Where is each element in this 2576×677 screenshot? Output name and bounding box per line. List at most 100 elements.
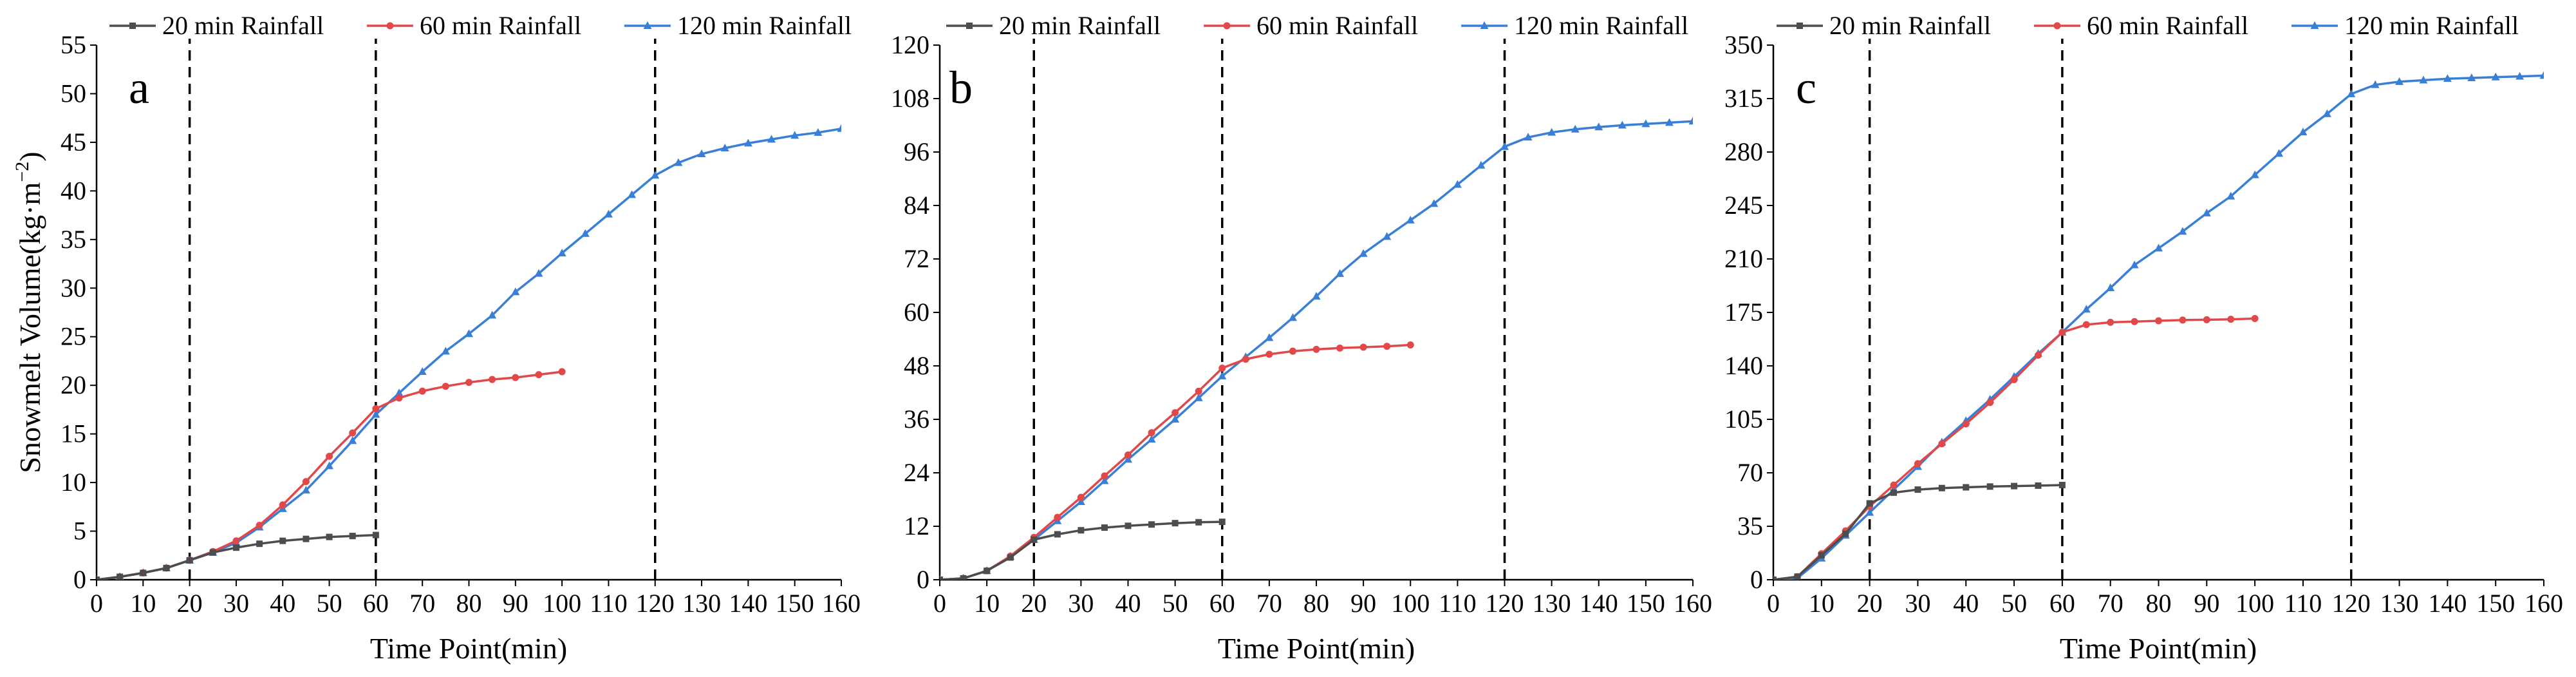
x-tick-label-c: 20 [1857,589,1883,618]
data-point-s20-b [1171,520,1179,527]
series-s120-a [97,124,841,580]
x-tick-label-c: 110 [2284,589,2322,618]
series-s120-c [1773,71,2544,580]
series-line-s120-a [97,128,841,580]
x-tick-label-b: 150 [1627,589,1665,618]
x-tick-label-c: 150 [2476,589,2515,618]
x-tick-label-b: 80 [1303,589,1329,618]
data-point-s60-b [1312,345,1320,353]
data-point-s120-b [1336,269,1345,277]
legend-marker-s20 [1797,23,1803,29]
data-point-s60-c [2179,316,2187,324]
data-point-s20-c [1890,489,1898,496]
x-tick-label-b: 60 [1209,589,1235,618]
x-tick-label-a: 0 [90,589,103,618]
x-tick-label-c: 90 [2194,589,2219,618]
data-point-s120-c [2371,80,2380,88]
x-tick-label-b: 140 [1580,589,1618,618]
x-tick-label-a: 40 [270,589,295,618]
data-point-s120-b [1171,415,1180,423]
legend-label-s20: 20 min Rainfall [1829,11,1991,40]
y-tick-label-b: 60 [904,298,929,327]
data-point-s60-a [465,379,472,386]
data-point-s120-a [511,287,520,296]
legend-label-s120: 120 min Rainfall [677,11,852,40]
data-point-s120-b [1571,124,1580,133]
data-point-s120-c [2299,128,2308,136]
x-tick-label-a: 130 [682,589,721,618]
data-point-s120-a [395,388,404,397]
y-tick-label-c: 350 [1724,30,1763,59]
data-point-s120-b [1500,142,1509,150]
data-point-s60-b [1359,343,1367,351]
y-tick-label-c: 210 [1724,244,1763,273]
x-tick-label-b: 100 [1391,589,1430,618]
data-point-s60-b [1265,350,1273,358]
y-tick-label-b: 96 [904,137,929,166]
panel-b: b Time Point(min) 0 10 20 30 40 50 60 70 80 90 100… [891,11,1712,665]
legend-item-s120-a: 120 min Rainfall [624,11,852,40]
data-point-s60-b [1101,472,1108,480]
x-tick-label-c: 160 [2525,589,2563,618]
data-point-s60-a [372,405,380,412]
x-tick-label-a: 30 [223,589,249,618]
data-point-s120-c [2395,77,2404,85]
legend-marker-s120 [1480,21,1489,29]
y-tick-label-b: 36 [904,405,929,434]
data-point-s120-a [371,410,380,418]
data-point-s120-b [1194,393,1203,401]
data-point-s120-b [1524,133,1533,141]
data-point-s120-b [1383,232,1392,240]
data-point-s20-a [326,533,333,540]
legend-marker-s120 [2310,21,2319,29]
data-point-s120-b [1688,117,1693,125]
data-point-s60-a [326,452,333,460]
data-point-s120-c [2178,227,2187,235]
data-point-s60-b [1336,344,1344,352]
data-point-s120-a [790,131,799,139]
data-point-s60-a [349,429,357,437]
x-tick-label-b: 130 [1533,589,1571,618]
y-tick-label-c: 140 [1724,351,1763,380]
data-point-s120-a [814,128,823,136]
data-point-s20-c [1938,484,1945,491]
legend-item-s20-c: 20 min Rainfall [1777,11,1991,40]
data-point-s20-b [940,577,943,580]
data-point-s120-a [767,135,776,143]
data-point-s60-c [2203,316,2210,323]
x-tick-label-b: 50 [1162,589,1188,618]
data-point-s20-c [2011,482,2018,490]
legend-label-s20: 20 min Rainfall [162,11,324,40]
x-tick-label-b: 160 [1674,589,1712,618]
y-tick-label-b: 12 [904,511,929,540]
legend-item-s20-a: 20 min Rainfall [109,11,324,40]
x-tick-label-c: 60 [2049,589,2075,618]
y-tick-label-c: 0 [1750,565,1763,594]
x-tick-label-a: 50 [317,589,342,618]
data-point-s20-c [1794,573,1801,580]
x-tick-label-c: 40 [1953,589,1979,618]
data-point-s60-a [442,383,449,390]
x-tick-label-c: 100 [2235,589,2274,618]
x-tick-label-c: 0 [1767,589,1780,618]
legend-item-s60-c: 60 min Rainfall [2034,11,2248,40]
data-point-s120-c [2082,305,2091,313]
data-point-s60-c [2107,318,2114,326]
data-point-s20-a [209,549,216,556]
data-point-s20-c [1773,577,1777,580]
data-point-s20-a [97,577,100,580]
data-point-s20-c [1963,484,1970,491]
data-point-s120-b [1124,455,1132,463]
data-point-s20-b [1125,522,1132,529]
x-tick-label-b: 40 [1115,589,1141,618]
legend-item-s60-a: 60 min Rainfall [367,11,581,40]
y-tick-label-a: 5 [73,517,86,546]
x-axis-title-a: Time Point(min) [370,632,567,665]
y-tick-label-a: 10 [61,468,86,497]
data-point-s60-b [1125,451,1132,459]
data-point-s60-a [302,478,310,486]
data-point-s60-a [418,387,426,395]
data-point-s60-b [1054,513,1061,521]
series-line-s20-c [1773,484,2062,580]
